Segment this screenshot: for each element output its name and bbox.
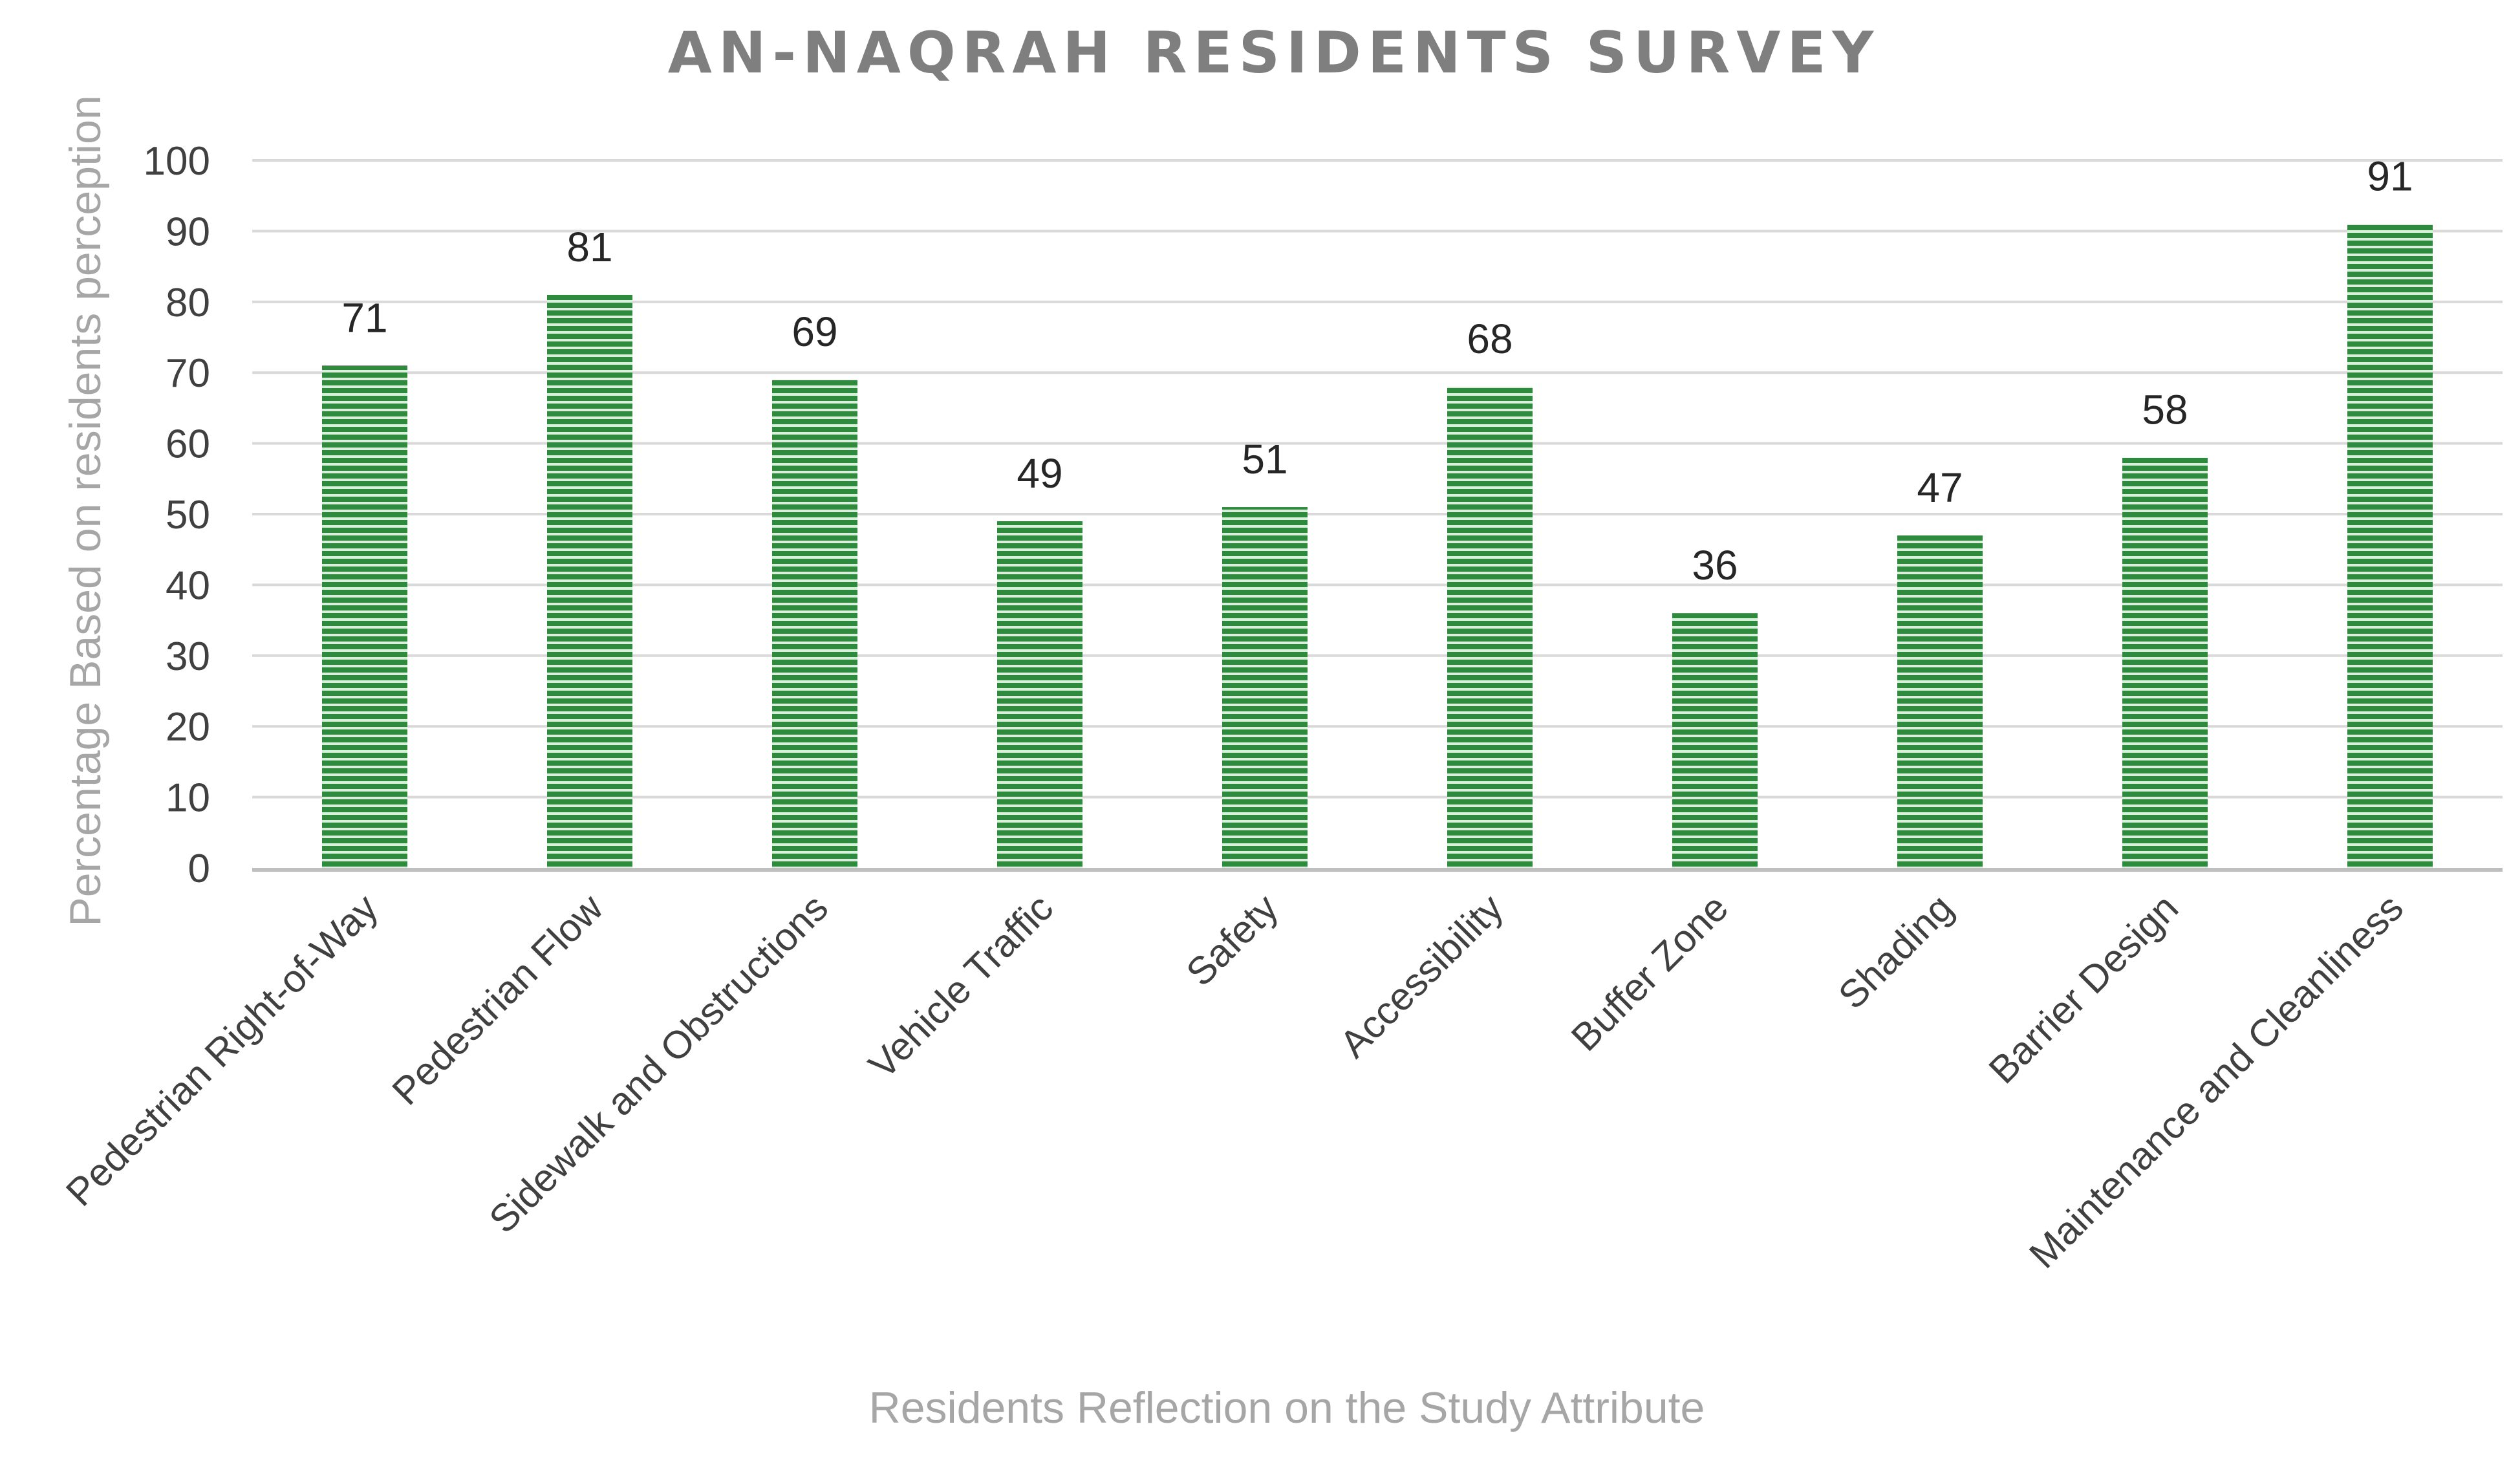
bar-value-label: 47 — [1917, 464, 1963, 511]
y-tick-label: 50 — [166, 493, 210, 537]
bar — [997, 521, 1082, 868]
y-tick-label: 0 — [188, 847, 210, 891]
y-tick-label: 80 — [166, 281, 210, 325]
bar-value-label: 51 — [1242, 436, 1287, 482]
bar-value-label: 69 — [792, 308, 837, 355]
x-category-label: Safety — [1178, 886, 1287, 995]
y-axis-title: Percentage Based on residents perception — [61, 95, 110, 926]
x-category-label: Shading — [1830, 886, 1961, 1017]
y-tick-label: 70 — [166, 351, 210, 396]
y-tick-label: 30 — [166, 634, 210, 679]
bar — [1447, 387, 1533, 868]
bar — [772, 380, 857, 868]
y-tick-label: 20 — [166, 705, 210, 750]
bar-value-label: 81 — [566, 224, 612, 270]
x-category-label: Vehicle Traffic — [860, 886, 1061, 1087]
bar — [1672, 613, 1758, 868]
x-category-label: Maintenance and Cleanliness — [2021, 886, 2411, 1277]
bar-value-label: 68 — [1467, 316, 1513, 362]
x-axis-title: Residents Reflection on the Study Attrib… — [869, 1383, 1705, 1432]
bar-value-label: 49 — [1017, 450, 1062, 497]
y-tick-label: 100 — [144, 139, 210, 184]
y-axis-ticks: 0 10 20 30 40 50 60 70 80 90 100 — [144, 139, 210, 891]
data-labels: 71 81 69 49 51 68 36 47 58 91 — [341, 153, 2413, 588]
x-category-label: Barrier Design — [1981, 886, 2187, 1092]
y-tick-label: 90 — [166, 210, 210, 254]
y-tick-label: 40 — [166, 563, 210, 608]
bar — [322, 365, 407, 868]
bars — [322, 224, 2433, 869]
x-category-label: Buffer Zone — [1563, 886, 1736, 1059]
bar — [547, 294, 632, 868]
x-category-label: Pedestrian Right-of-Way — [58, 886, 386, 1214]
bar-value-label: 71 — [341, 294, 387, 341]
y-tick-label: 60 — [166, 422, 210, 467]
y-tick-label: 10 — [166, 776, 210, 821]
chart-title: AN-NAQRAH RESIDENTS SURVEY — [668, 19, 1880, 86]
bar — [2347, 224, 2433, 869]
bar — [1897, 535, 1983, 868]
bar-value-label: 36 — [1692, 542, 1738, 588]
x-category-label: Pedestrian Flow — [384, 885, 612, 1113]
bar — [1222, 507, 1308, 868]
bar-value-label: 58 — [2142, 386, 2188, 433]
bar-value-label: 91 — [2367, 153, 2413, 199]
bar — [2122, 457, 2208, 868]
x-category-label: Accessibility — [1331, 886, 1511, 1066]
